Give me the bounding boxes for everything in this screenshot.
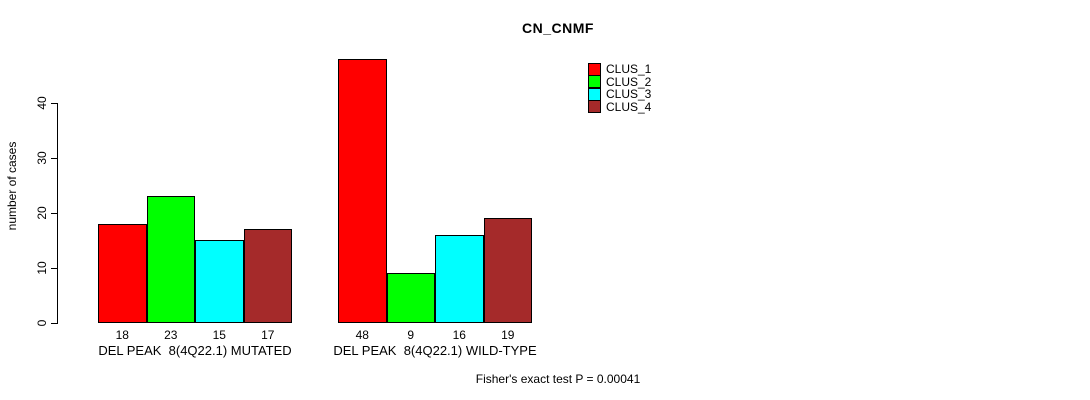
- y-axis-line: [57, 103, 58, 324]
- bar-clus_2-group2: [386, 273, 435, 323]
- bar-clus_2-group1: [146, 196, 195, 323]
- y-tick-mark: [51, 322, 57, 324]
- legend-swatch-clus_4: [588, 100, 601, 114]
- x-category-label: DEL PEAK 8(4Q22.1) WILD-TYPE: [333, 343, 537, 358]
- bar-value-label: 17: [261, 328, 275, 342]
- bar-value-label: 15: [212, 328, 226, 342]
- legend-label: CLUS_2: [606, 74, 652, 89]
- y-tick-mark: [51, 267, 57, 269]
- bar-value-label: 18: [115, 328, 129, 342]
- legend-swatch-clus_2: [588, 75, 601, 89]
- y-tick-label: 40: [35, 96, 49, 110]
- legend-swatch-clus_3: [588, 87, 601, 101]
- legend: CLUS_1 CLUS_2 CLUS_3 CLUS_4: [588, 62, 652, 114]
- legend-swatch-clus_1: [588, 62, 601, 76]
- y-tick-label: 10: [35, 261, 49, 275]
- chart-title: CN_CNMF: [522, 20, 594, 36]
- y-tick-mark: [51, 102, 57, 104]
- y-tick-mark: [51, 212, 57, 214]
- legend-entry-clus_4: CLUS_4: [588, 99, 652, 114]
- y-tick-label: 20: [35, 206, 49, 220]
- bar-clus_4-group2: [483, 218, 532, 323]
- bar-value-label: 9: [407, 328, 415, 342]
- legend-label: CLUS_1: [606, 62, 652, 76]
- legend-label: CLUS_4: [606, 99, 652, 114]
- bar-clus_4-group1: [243, 229, 292, 323]
- y-tick-mark: [51, 157, 57, 159]
- legend-entry-clus_1: CLUS_1: [588, 62, 652, 76]
- y-tick-label: 30: [35, 151, 49, 165]
- bar-value-label: 23: [164, 328, 178, 342]
- y-tick-label: 0: [35, 319, 49, 327]
- legend-entry-clus_3: CLUS_3: [588, 87, 652, 102]
- bar-clus_1-group2: [338, 59, 387, 323]
- bar-value-label: 16: [452, 328, 466, 342]
- bar-clus_1-group1: [98, 224, 147, 323]
- bar-clus_3-group1: [195, 240, 244, 323]
- bar-value-label: 48: [355, 328, 369, 342]
- fisher-test-note: Fisher's exact test P = 0.00041: [475, 372, 641, 386]
- bar-value-label: 19: [501, 328, 515, 342]
- legend-entry-clus_2: CLUS_2: [588, 74, 652, 89]
- x-category-label: DEL PEAK 8(4Q22.1) MUTATED: [98, 343, 292, 358]
- bar-clus_3-group2: [435, 235, 484, 323]
- legend-label: CLUS_3: [606, 87, 652, 102]
